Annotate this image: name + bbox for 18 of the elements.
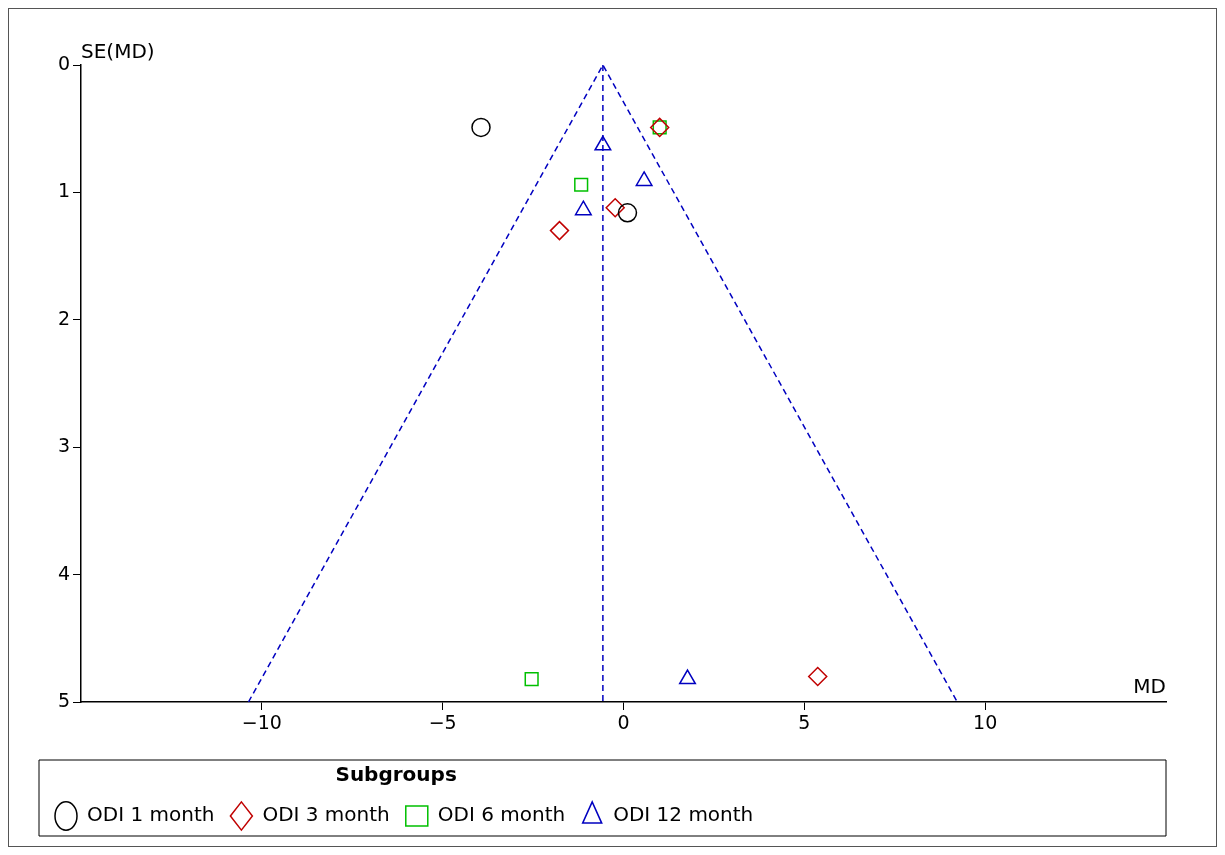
legend-label: ODI 1 month (87, 802, 215, 827)
x-tick-label: 10 (973, 711, 998, 734)
x-tick-label: 5 (798, 711, 811, 734)
x-tick-label: −5 (428, 711, 457, 734)
legend-label: ODI 12 month (613, 802, 754, 827)
y-tick-label: 3 (57, 434, 70, 457)
legend-label: ODI 3 month (262, 802, 390, 827)
legend-title: Subgroups (335, 762, 457, 787)
legend-label: ODI 6 month (437, 802, 566, 827)
x-tick-label: −10 (241, 711, 282, 734)
y-tick-label: 5 (57, 688, 70, 711)
y-tick-label: 4 (57, 561, 70, 584)
y-tick-label: 1 (57, 179, 70, 202)
x-tick-label: 0 (617, 711, 630, 734)
y-tick-label: 0 (57, 51, 70, 74)
x-axis-title: MD (1133, 674, 1166, 699)
y-axis-title: SE(MD) (81, 39, 155, 64)
y-tick-label: 2 (57, 306, 70, 329)
